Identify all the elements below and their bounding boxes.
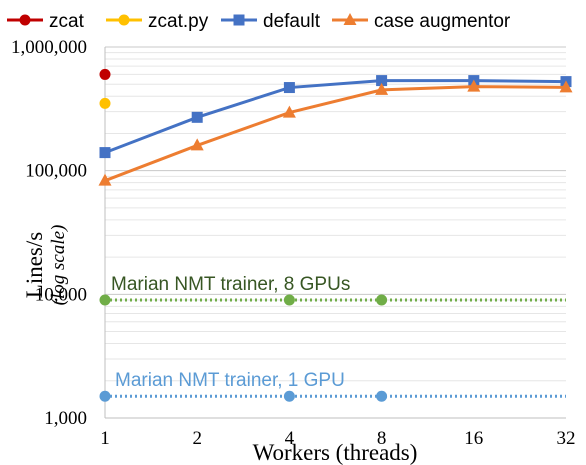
y-tick-label: 100,000 [25,161,87,182]
data-point [190,138,204,151]
data-point [99,97,111,109]
legend-label: zcat.py [148,11,209,32]
reference-point [283,390,295,402]
x-tick-label: 16 [464,428,483,449]
reference-point [376,294,388,306]
legend: zcat zcat.py default case augmentor [7,11,511,32]
reference-label: Marian NMT trainer, 8 GPUs [111,274,350,295]
data-point [191,111,203,123]
data-point [559,80,573,93]
y-tick-label: 1,000 [44,408,87,429]
x-tick-label: 8 [377,428,387,449]
data-point [99,68,111,80]
y-tick-label: 10,000 [35,284,87,305]
series-group [98,79,573,186]
data-point [19,14,31,26]
x-tick-label: 2 [192,428,202,449]
legend-label: zcat [49,11,85,32]
gridlines [105,46,566,382]
data-point [283,82,295,94]
y-axis-title: Lines/s [22,232,47,298]
x-tick-labels: 1 2 4 8 16 32 [100,428,575,449]
y-axis-title-group: Lines/s (log scale) [22,225,69,306]
y-tick-labels: 1,000 10,000 100,000 1,000,000 [11,37,87,429]
reference-point [99,390,111,402]
x-axis-title: Workers (threads) [253,440,418,465]
data-point [118,14,130,26]
y-tick-label: 1,000,000 [11,37,87,58]
x-tick-label: 4 [285,428,295,449]
data-point [98,173,112,186]
data-point [282,105,296,118]
legend-label: case augmentor [374,11,511,32]
series-line [104,79,567,154]
data-point [375,82,389,95]
data-point [99,147,111,159]
reference-point [376,390,388,402]
reference-point [283,294,295,306]
data-point [467,79,481,92]
reference-point [99,294,111,306]
series-group [99,68,111,80]
series-group [99,97,111,109]
reference-label: Marian NMT trainer, 1 GPU [115,370,345,391]
reference-lines: Marian NMT trainer, 8 GPUs Marian NMT tra… [99,274,566,402]
series [98,68,573,186]
data-point [233,14,245,26]
series-line [104,85,567,183]
x-tick-label: 1 [100,428,110,449]
y-axis-subtitle: (log scale) [48,225,69,306]
x-tick-label: 32 [557,428,576,449]
data-point [376,75,388,87]
legend-label: default [263,11,321,32]
data-point [343,13,357,25]
